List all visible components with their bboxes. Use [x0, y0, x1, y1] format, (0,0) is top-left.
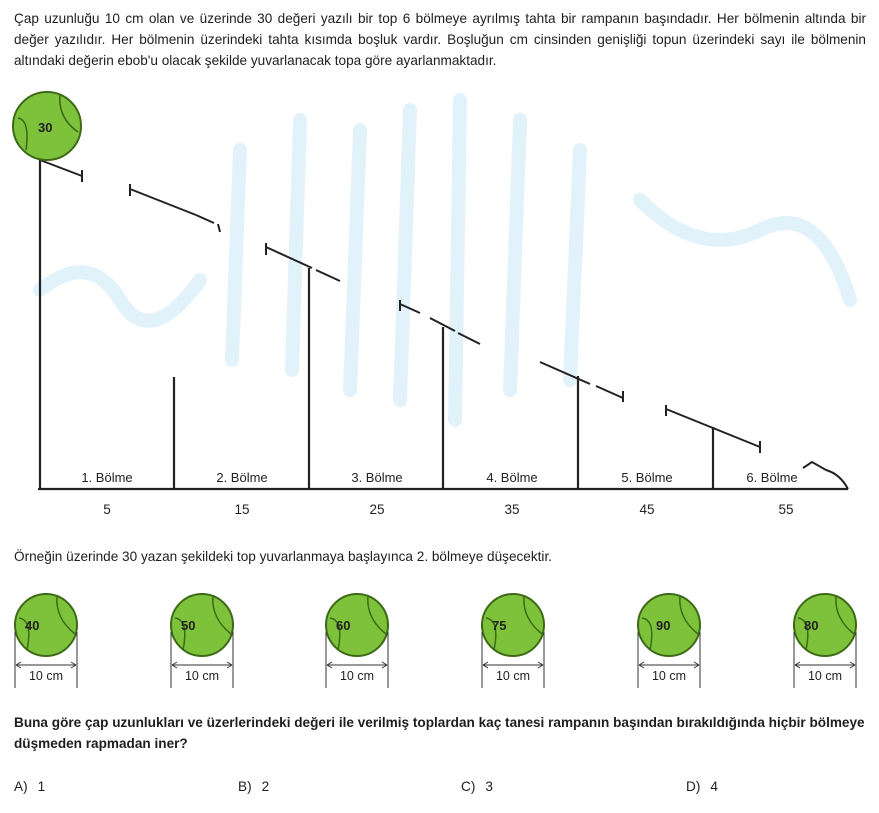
option-b[interactable]: B) 2	[238, 779, 269, 794]
segment-value: 5	[103, 502, 111, 517]
ramp-figure	[12, 91, 857, 491]
option-letter: B)	[238, 779, 252, 794]
ball-60: 60 10 cm	[322, 592, 392, 692]
option-text: 1	[37, 779, 46, 794]
watermark	[33, 93, 857, 427]
ball-90: 90 10 cm	[634, 592, 704, 692]
example-text: Örneğin üzerinde 30 yazan şekildeki top …	[14, 549, 553, 564]
ball-diameter: 10 cm	[184, 669, 220, 683]
option-a[interactable]: A) 1	[14, 779, 45, 794]
ball-value: 50	[181, 618, 196, 633]
option-d[interactable]: D) 4	[686, 779, 718, 794]
segment-label: 6. Bölme	[746, 470, 798, 485]
option-letter: C)	[461, 779, 476, 794]
ball-diameter: 10 cm	[651, 669, 687, 683]
ball-75: 75 10 cm	[478, 592, 548, 692]
ball-value: 75	[492, 618, 507, 633]
option-letter: A)	[14, 779, 28, 794]
tennis-ball-icon	[481, 593, 545, 688]
segment-value: 45	[639, 502, 655, 517]
tennis-ball-icon	[793, 593, 857, 688]
tennis-ball-icon	[14, 593, 78, 688]
segment-label: 5. Bölme	[621, 470, 673, 485]
ball-value: 60	[336, 618, 351, 633]
ball-80: 80 10 cm	[790, 592, 860, 692]
ball-diameter: 10 cm	[495, 669, 531, 683]
tennis-ball-icon	[170, 593, 234, 688]
option-text: 3	[485, 779, 493, 794]
tennis-ball-icon	[637, 593, 701, 688]
ramp-ball-icon	[12, 91, 82, 161]
segment-label: 4. Bölme	[486, 470, 538, 485]
option-c[interactable]: C) 3	[461, 779, 493, 794]
problem-intro: Çap uzunluğu 10 cm olan ve üzerinde 30 d…	[14, 8, 866, 71]
ramp-ball-value: 30	[38, 120, 53, 135]
ball-value: 40	[25, 618, 40, 633]
segment-label: 2. Bölme	[216, 470, 268, 485]
ball-40: 40 10 cm	[11, 592, 81, 692]
segment-value: 55	[778, 502, 794, 517]
ball-diameter: 10 cm	[339, 669, 375, 683]
tennis-ball-icon	[325, 593, 389, 688]
option-letter: D)	[686, 779, 701, 794]
ball-diameter: 10 cm	[28, 669, 64, 683]
option-text: 2	[261, 779, 270, 794]
ball-diameter: 10 cm	[807, 669, 843, 683]
segment-value: 25	[369, 502, 385, 517]
intro-text: Çap uzunluğu 10 cm olan ve üzerinde 30 d…	[14, 11, 866, 68]
segment-label: 1. Bölme	[81, 470, 133, 485]
ball-50: 50 10 cm	[167, 592, 237, 692]
option-text: 4	[710, 779, 718, 794]
segment-label: 3. Bölme	[351, 470, 403, 485]
segment-value: 15	[234, 502, 250, 517]
ball-value: 90	[656, 618, 671, 633]
segment-value: 35	[504, 502, 520, 517]
ball-value: 80	[804, 618, 819, 633]
question-text: Buna göre çap uzunlukları ve üzerlerinde…	[14, 715, 865, 751]
